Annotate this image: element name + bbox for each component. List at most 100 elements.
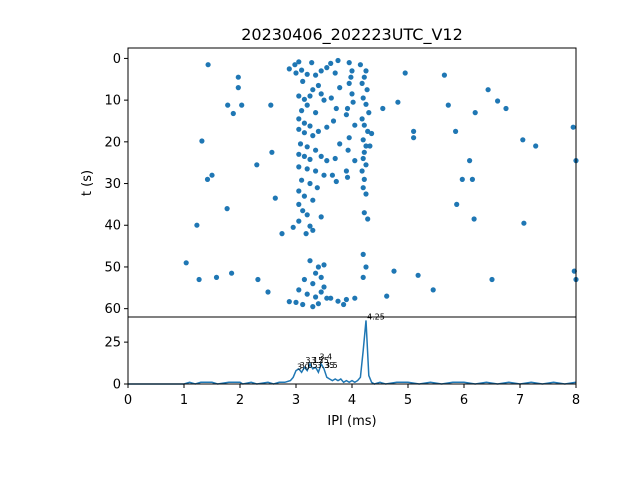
scatter-point	[315, 128, 321, 134]
scatter-point	[255, 276, 261, 283]
scatter-point	[341, 301, 347, 308]
scatter-point	[304, 102, 310, 108]
scatter-y-tick-label: 40	[104, 219, 121, 234]
scatter-y-tick-label: 10	[104, 94, 121, 109]
scatter-point	[269, 149, 275, 155]
scatter-point	[310, 133, 316, 139]
histogram-peak-label: 3.15	[305, 356, 323, 365]
scatter-point	[495, 98, 501, 104]
scatter-point	[363, 162, 369, 168]
scatter-point	[301, 193, 307, 199]
scatter-point	[303, 231, 309, 237]
scatter-point	[204, 176, 211, 182]
scatter-y-tick-label: 30	[104, 177, 121, 192]
scatter-point	[467, 158, 473, 164]
scatter-point	[300, 78, 306, 84]
scatter-point	[445, 102, 451, 108]
histogram-x-tick-label: 5	[404, 393, 412, 408]
scatter-point	[328, 295, 334, 301]
scatter-point	[307, 223, 313, 229]
histogram-peak-labels: 3.03.053.153.253.353.43.54.25	[297, 312, 385, 371]
scatter-point	[209, 172, 215, 178]
scatter-point	[296, 188, 302, 194]
scatter-point	[380, 105, 386, 112]
scatter-point	[304, 291, 310, 297]
scatter-point	[196, 276, 202, 283]
scatter-point	[350, 99, 356, 105]
scatter-point	[521, 220, 527, 226]
scatter-point	[360, 185, 366, 191]
histogram-x-tick-label: 2	[236, 393, 244, 408]
scatter-point	[321, 97, 327, 103]
scatter-point	[225, 102, 231, 108]
scatter-point	[310, 87, 316, 93]
scatter-y-tick-label: 50	[104, 260, 121, 275]
scatter-point	[205, 62, 211, 68]
scatter-point	[304, 71, 310, 77]
scatter-point	[235, 85, 241, 91]
histogram-line	[128, 320, 577, 385]
scatter-y-tick-label: 60	[104, 302, 121, 317]
scatter-point	[361, 122, 367, 128]
scatter-point	[361, 176, 367, 182]
histogram-peak-label: 3.35	[317, 361, 335, 370]
scatter-point	[489, 276, 495, 283]
histogram-x-tick-label: 6	[460, 393, 468, 408]
scatter-point	[310, 197, 316, 203]
scatter-point	[330, 118, 337, 124]
scatter-point	[415, 272, 421, 278]
scatter-point	[296, 151, 302, 157]
scatter-frame	[127, 47, 577, 318]
scatter-point	[321, 262, 327, 268]
scatter-point	[366, 110, 372, 116]
scatter-y-axis-label: t (s)	[80, 170, 95, 196]
scatter-point	[239, 102, 245, 108]
scatter-point	[229, 270, 235, 276]
scatter-point	[296, 201, 302, 207]
scatter-point	[310, 304, 316, 310]
scatter-point	[343, 296, 349, 303]
scatter-y-tick-label: 20	[104, 135, 121, 150]
scatter-marks	[183, 57, 579, 310]
scatter-point	[301, 120, 307, 126]
histogram-y-ticks: 0 25	[104, 336, 128, 393]
scatter-point	[194, 222, 200, 228]
scatter-point	[441, 72, 447, 78]
scatter-point	[299, 108, 305, 114]
scatter-point	[520, 137, 526, 143]
scatter-point	[411, 135, 417, 141]
scatter-point	[329, 172, 335, 178]
scatter-point	[348, 74, 354, 80]
scatter-point	[344, 174, 351, 180]
scatter-point	[359, 116, 365, 122]
scatter-point	[296, 287, 302, 293]
scatter-point	[307, 156, 313, 162]
scatter-point	[332, 70, 338, 76]
scatter-point	[324, 65, 330, 71]
histogram-x-ticks: 0 1 2 3 4 5 6 7 8	[124, 384, 580, 408]
scatter-point	[310, 227, 316, 233]
scatter-point	[321, 284, 327, 290]
scatter-point	[318, 274, 324, 280]
scatter-point	[313, 270, 319, 276]
scatter-point	[352, 122, 358, 128]
scatter-point	[328, 60, 334, 66]
scatter-point	[301, 96, 307, 102]
scatter-point	[299, 67, 305, 73]
scatter-point	[313, 294, 319, 300]
scatter-point	[335, 298, 341, 304]
scatter-point	[533, 143, 539, 149]
scatter-point	[411, 128, 417, 134]
histogram-peak-label: 3.0	[297, 363, 310, 372]
scatter-point	[301, 130, 307, 136]
scatter-point	[369, 130, 375, 137]
histogram-x-tick-label: 1	[180, 393, 188, 408]
scatter-point	[349, 91, 355, 97]
scatter-point	[333, 178, 339, 185]
scatter-point	[360, 155, 366, 162]
scatter-point	[301, 276, 307, 283]
scatter-point	[235, 74, 241, 80]
scatter-point	[360, 95, 366, 101]
scatter-point	[315, 82, 321, 89]
